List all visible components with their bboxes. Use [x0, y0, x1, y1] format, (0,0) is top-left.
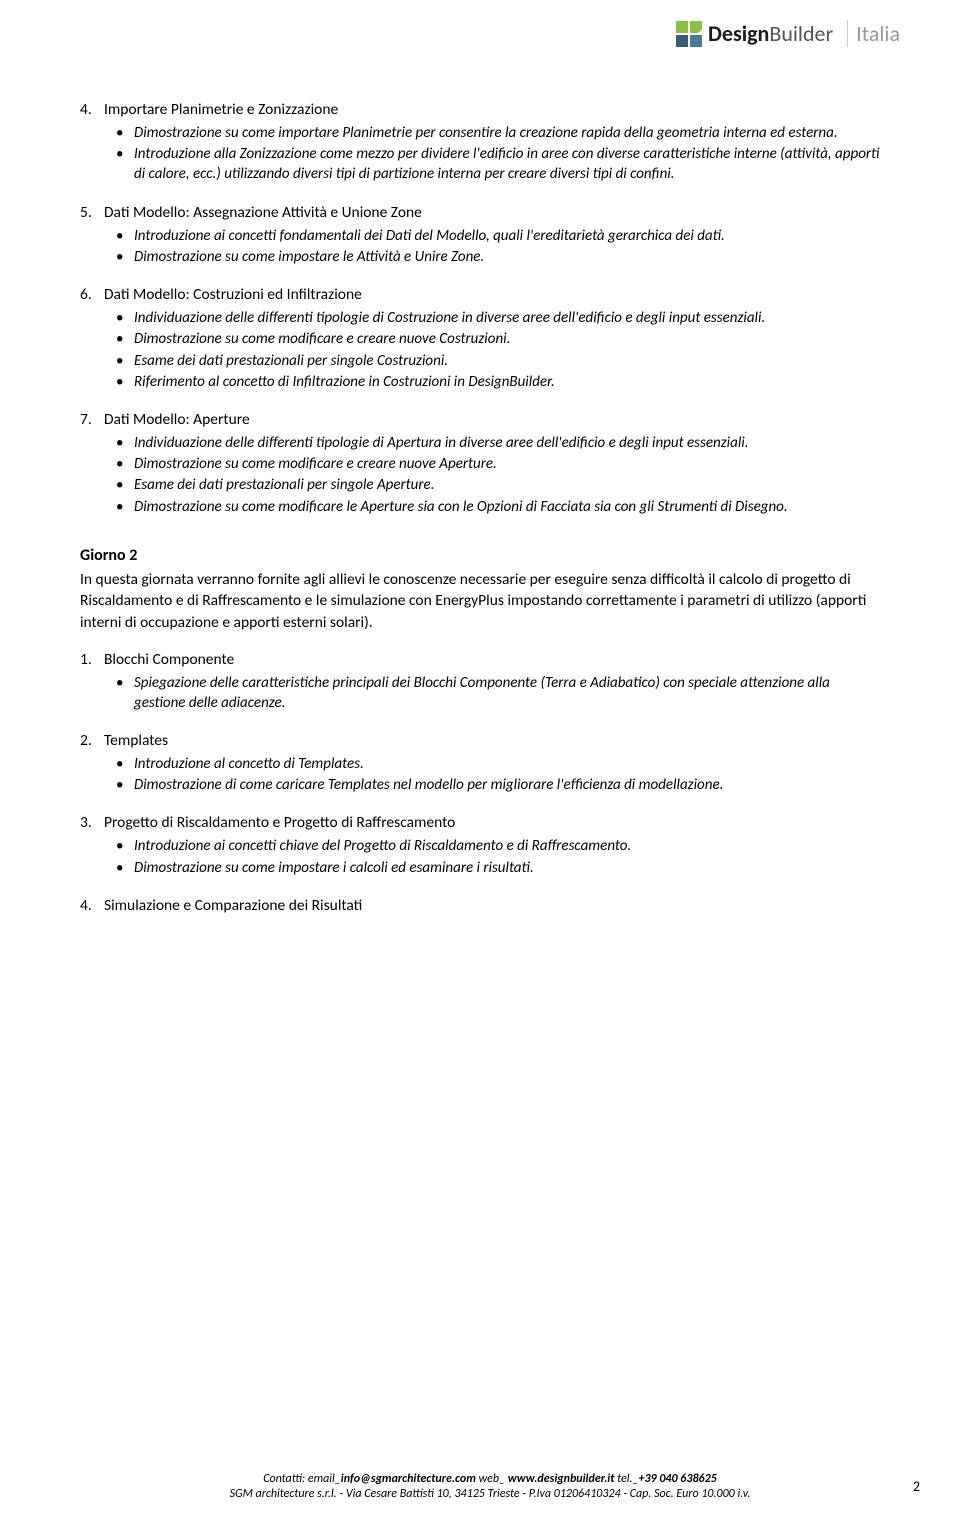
section-title: 3.Progetto di Riscaldamento e Progetto d… — [80, 813, 880, 834]
brand-italia: Italia — [847, 20, 900, 47]
footer-company: SGM architecture s.r.l. - Via Cesare Bat… — [80, 1487, 900, 1501]
footer-email: info@sgmarchitecture.com — [341, 1472, 476, 1486]
bullet-list: Introduzione ai concetti fondamentali de… — [80, 226, 880, 268]
bullet-item: Introduzione alla Zonizzazione come mezz… — [134, 144, 880, 185]
bullet-list: Individuazione delle differenti tipologi… — [80, 433, 880, 517]
bullet-list: Dimostrazione su come importare Planimet… — [80, 123, 880, 185]
bullet-item: Introduzione ai concetti chiave del Prog… — [134, 836, 880, 856]
bullet-item: Individuazione delle differenti tipologi… — [134, 308, 880, 328]
page-number: 2 — [913, 1478, 920, 1495]
section: 3.Progetto di Riscaldamento e Progetto d… — [80, 813, 880, 877]
section-title: 4.Simulazione e Comparazione dei Risulta… — [80, 896, 880, 917]
bullet-item: Introduzione al concetto di Templates. — [134, 754, 880, 774]
bullet-item: Dimostrazione di come caricare Templates… — [134, 775, 880, 795]
footer-web: www.designbuilder.it — [508, 1472, 615, 1486]
bullet-item: Dimostrazione su come impostare i calcol… — [134, 858, 880, 878]
section-title: 4.Importare Planimetrie e Zonizzazione — [80, 100, 880, 121]
brand-logo: DesignBuilder Italia — [676, 20, 900, 47]
section: 4.Importare Planimetrie e ZonizzazioneDi… — [80, 100, 880, 185]
bullet-list: Individuazione delle differenti tipologi… — [80, 308, 880, 392]
section: 6.Dati Modello: Costruzioni ed Infiltraz… — [80, 285, 880, 392]
bullet-list: Introduzione ai concetti chiave del Prog… — [80, 836, 880, 878]
bullet-item: Dimostrazione su come modificare e crear… — [134, 454, 880, 474]
bullet-item: Dimostrazione su come modificare le Aper… — [134, 497, 880, 517]
section-title: 2.Templates — [80, 731, 880, 752]
bullet-item: Spiegazione delle caratteristiche princi… — [134, 673, 880, 714]
day2-intro: In questa giornata verranno fornite agli… — [80, 569, 880, 634]
section-title: 6.Dati Modello: Costruzioni ed Infiltraz… — [80, 285, 880, 306]
brand-text: DesignBuilder — [708, 20, 833, 47]
day2-title: Giorno 2 — [80, 545, 880, 567]
section: 4.Simulazione e Comparazione dei Risulta… — [80, 896, 880, 917]
bullet-item: Esame dei dati prestazionali per singole… — [134, 475, 880, 495]
bullet-list: Spiegazione delle caratteristiche princi… — [80, 673, 880, 714]
section: 7.Dati Modello: ApertureIndividuazione d… — [80, 410, 880, 517]
bullet-item: Dimostrazione su come impostare le Attiv… — [134, 247, 880, 267]
bullet-item: Riferimento al concetto di Infiltrazione… — [134, 372, 880, 392]
logo-icon — [676, 21, 702, 47]
bullet-item: Esame dei dati prestazionali per singole… — [134, 351, 880, 371]
section: 1.Blocchi ComponenteSpiegazione delle ca… — [80, 650, 880, 713]
bullet-item: Individuazione delle differenti tipologi… — [134, 433, 880, 453]
page-footer: Contatti: email_info@sgmarchitecture.com… — [80, 1472, 900, 1501]
footer-tel: +39 040 638625 — [638, 1472, 716, 1486]
footer-contact-label: Contatti: email_ — [263, 1472, 341, 1486]
bullet-list: Introduzione al concetto di Templates.Di… — [80, 754, 880, 796]
section: 2.TemplatesIntroduzione al concetto di T… — [80, 731, 880, 795]
bullet-item: Dimostrazione su come importare Planimet… — [134, 123, 880, 143]
bullet-item: Dimostrazione su come modificare e crear… — [134, 329, 880, 349]
section: 5.Dati Modello: Assegnazione Attività e … — [80, 203, 880, 267]
footer-tel-label: tel._ — [614, 1472, 638, 1486]
document-body: 4.Importare Planimetrie e ZonizzazioneDi… — [80, 100, 880, 917]
section-title: 1.Blocchi Componente — [80, 650, 880, 671]
bullet-item: Introduzione ai concetti fondamentali de… — [134, 226, 880, 246]
footer-web-label: web_ — [476, 1472, 508, 1486]
section-title: 7.Dati Modello: Aperture — [80, 410, 880, 431]
section-title: 5.Dati Modello: Assegnazione Attività e … — [80, 203, 880, 224]
